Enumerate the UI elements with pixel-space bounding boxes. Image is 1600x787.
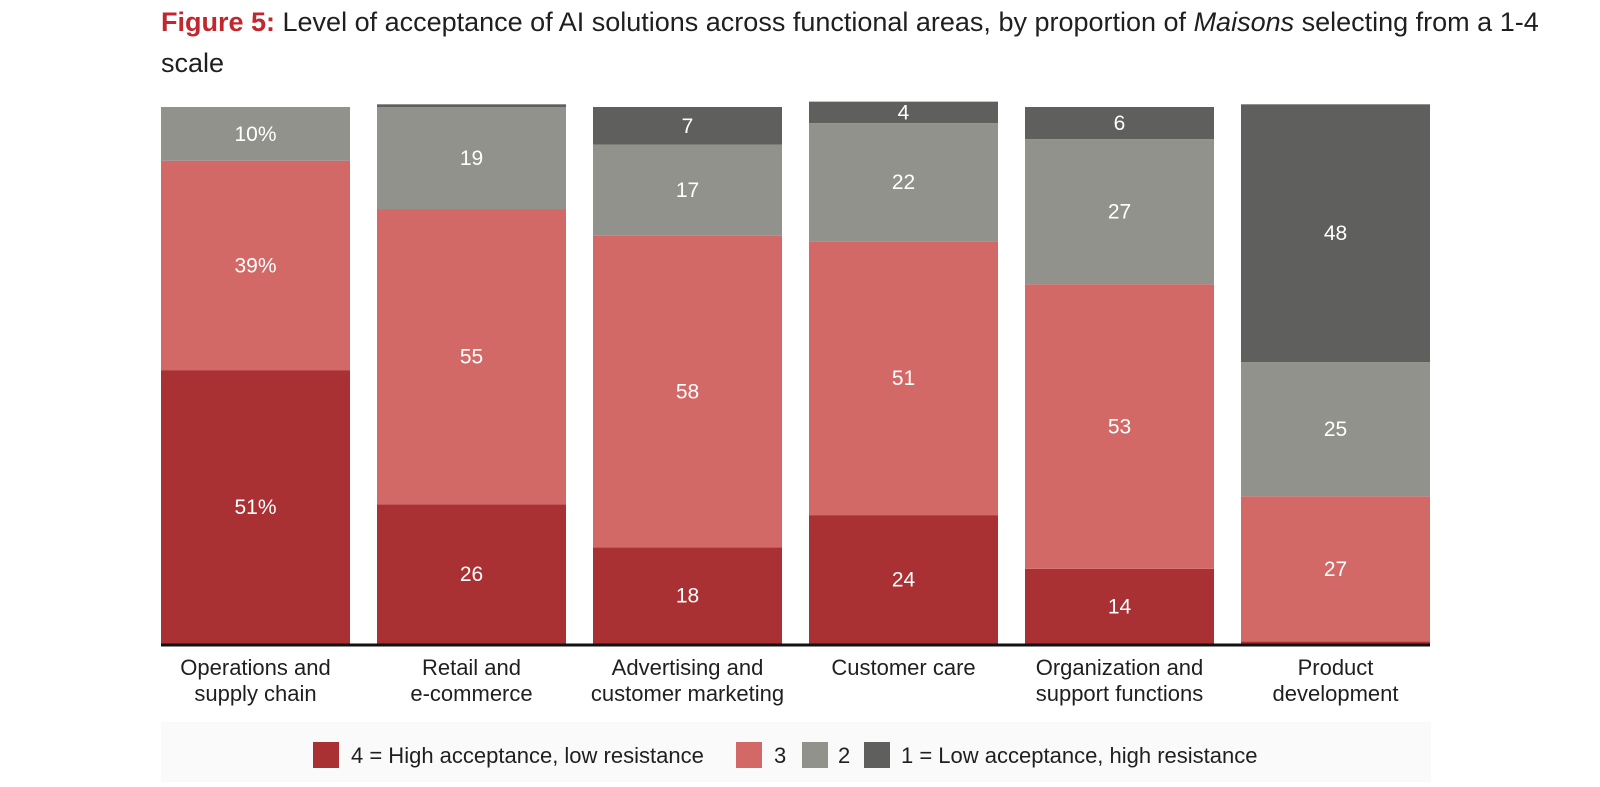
data-label: 18: [676, 585, 699, 608]
data-label: 51: [892, 367, 915, 390]
bar-segment: [161, 370, 350, 644]
bar-segment: [161, 160, 350, 371]
title-italic: Maisons: [1193, 7, 1295, 37]
data-label: 7: [682, 115, 694, 138]
bar-segment: [377, 209, 566, 505]
category-label: Customer care: [831, 655, 975, 680]
bar-segment: [377, 104, 566, 107]
bar-segment: [1025, 139, 1214, 285]
data-label: 17: [676, 179, 699, 202]
data-label: 26: [460, 563, 483, 586]
category-label: development: [1273, 681, 1399, 706]
legend-label: 3: [774, 743, 786, 768]
title-main: Level of acceptance of AI solutions acro…: [275, 7, 1194, 37]
bar-segment: [593, 107, 782, 145]
legend-label: 1 = Low acceptance, high resistance: [901, 743, 1258, 768]
figure-title: Figure 5: Level of acceptance of AI solu…: [161, 2, 1541, 84]
data-label: 27: [1324, 558, 1347, 581]
category-label: customer marketing: [591, 681, 784, 706]
title-end: selecting from a 1-4 scale: [161, 7, 1539, 78]
data-label: 58: [676, 381, 699, 404]
legend-background: [161, 722, 1431, 782]
data-label: 19: [460, 147, 483, 170]
data-label: 51%: [234, 496, 276, 519]
data-label: 39%: [234, 254, 276, 277]
legend-swatch: [736, 742, 762, 768]
legend-swatch: [802, 742, 828, 768]
bar-segment: [593, 547, 782, 644]
bar-segment: [1241, 104, 1430, 363]
data-label: 25: [1324, 418, 1347, 441]
data-label: 10%: [234, 123, 276, 146]
legend-swatch: [313, 742, 339, 768]
data-label: 4: [898, 101, 910, 124]
bar-segment: [1025, 284, 1214, 569]
data-label: 48: [1324, 222, 1347, 245]
data-label: 24: [892, 569, 916, 592]
bar-segment: [1241, 362, 1430, 497]
category-label: Product: [1298, 655, 1374, 680]
category-label: e-commerce: [410, 681, 532, 706]
bar-segment: [809, 241, 998, 516]
data-label: 55: [460, 346, 483, 369]
bar-segment: [377, 107, 566, 210]
bar-segment: [377, 504, 566, 644]
bar-segment: [809, 515, 998, 644]
category-label: support functions: [1036, 681, 1204, 706]
bar-segment: [161, 107, 350, 161]
bar-segment: [809, 123, 998, 242]
data-label: 6: [1114, 112, 1126, 135]
data-label: 53: [1108, 416, 1131, 439]
bar-segment: [593, 235, 782, 548]
bar-segment: [1025, 107, 1214, 140]
data-label: 14: [1108, 595, 1132, 618]
bar-segment: [1241, 641, 1430, 644]
legend-label: 4 = High acceptance, low resistance: [351, 743, 704, 768]
data-label: 22: [892, 171, 915, 194]
category-label: Operations and: [180, 655, 330, 680]
category-label: Advertising and: [612, 655, 764, 680]
legend-swatch: [864, 742, 890, 768]
legend-label: 2: [838, 743, 850, 768]
bar-segment: [593, 144, 782, 236]
data-label: 27: [1108, 201, 1131, 224]
bar-segment: [1025, 568, 1214, 644]
category-label: Retail and: [422, 655, 521, 680]
category-label: Organization and: [1036, 655, 1204, 680]
bar-segment: [809, 101, 998, 124]
category-label: supply chain: [194, 681, 316, 706]
bar-segment: [1241, 496, 1430, 642]
figure-label: Figure 5:: [161, 7, 276, 37]
